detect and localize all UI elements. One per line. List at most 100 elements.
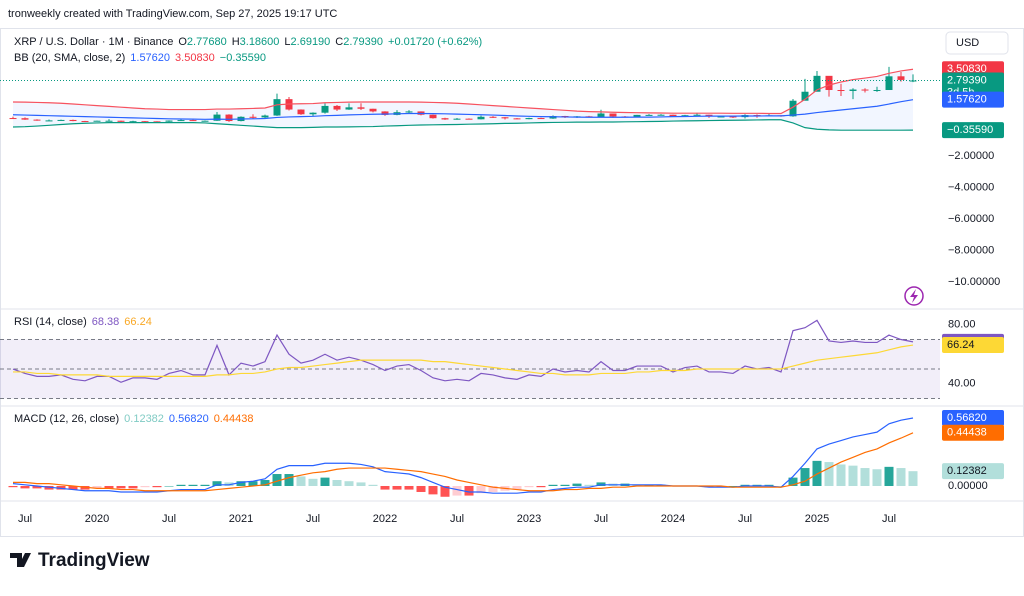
candle-body xyxy=(909,80,917,82)
histogram-bar xyxy=(332,480,342,486)
histogram-bar xyxy=(908,471,918,486)
candle-body xyxy=(273,99,281,116)
histogram-bar xyxy=(848,465,858,486)
badge xyxy=(942,409,1004,426)
x-tick-label: 2024 xyxy=(661,513,685,525)
x-tick-label: Jul xyxy=(738,513,752,525)
histogram-bar xyxy=(452,485,462,496)
badge-label: 0.56820 xyxy=(947,412,987,424)
legend-item: L xyxy=(284,36,290,48)
candle-body xyxy=(609,113,617,117)
histogram-bar xyxy=(68,485,78,490)
histogram-bar xyxy=(572,483,582,486)
histogram-bar xyxy=(104,485,114,489)
histogram-bar xyxy=(440,485,450,497)
badge xyxy=(942,463,1004,480)
candle-body xyxy=(153,121,161,123)
histogram-bar xyxy=(884,466,894,486)
histogram-bar xyxy=(164,485,174,487)
x-tick-label: Jul xyxy=(594,513,608,525)
x-tick-label: Jul xyxy=(450,513,464,525)
candle-body xyxy=(813,75,821,92)
histogram-bar xyxy=(512,485,522,490)
legend-item: BB (20, SMA, close, 2) xyxy=(14,52,125,64)
legend: XRP / U.S. Dollar · 1M · Binance O2.77680… xyxy=(14,36,482,48)
series-line xyxy=(13,344,914,377)
legend-item: 0.44438 xyxy=(214,413,254,425)
candle-body xyxy=(309,112,317,115)
histogram-bar xyxy=(800,468,810,486)
histogram-bar xyxy=(368,484,378,486)
x-tick-label: 2022 xyxy=(373,513,397,525)
histogram-bar xyxy=(116,485,126,489)
candle-body xyxy=(129,121,137,123)
histogram-bar xyxy=(284,474,294,486)
candle-body xyxy=(897,76,905,80)
badge xyxy=(942,337,1004,354)
legend-item: 0.56820 xyxy=(169,413,209,425)
currency-button[interactable] xyxy=(945,31,1009,55)
candle-body xyxy=(105,120,113,122)
histogram-bar xyxy=(20,485,30,489)
badge-label: 1.57620 xyxy=(947,94,987,106)
x-tick-label: Jul xyxy=(306,513,320,525)
histogram-bar xyxy=(392,485,402,490)
candle-body xyxy=(9,118,17,120)
candle-body xyxy=(357,107,365,109)
candle-body xyxy=(141,121,149,123)
candle-body xyxy=(21,118,29,120)
candle-body xyxy=(801,91,809,101)
y-tick-label: 40.00 xyxy=(948,378,976,390)
x-tick-label: 2025 xyxy=(805,513,829,525)
y-tick-label: −10.00000 xyxy=(948,276,1000,288)
histogram-bar xyxy=(788,477,798,486)
band-area xyxy=(13,69,913,131)
y-tick-label: 0.00000 xyxy=(948,480,988,492)
histogram-bar xyxy=(536,485,546,488)
histogram-bar xyxy=(296,476,306,486)
histogram-bar xyxy=(524,485,534,488)
candle-body xyxy=(69,119,77,122)
badge-label: 0.12382 xyxy=(947,465,987,477)
caption: tronweekly created with TradingView.com,… xyxy=(8,8,337,20)
y-tick-label: −2.00000 xyxy=(948,150,994,162)
histogram-bar xyxy=(176,484,186,486)
bolt xyxy=(910,289,918,303)
candle-body xyxy=(501,117,509,119)
histogram-bar xyxy=(128,485,138,489)
bolt-circle xyxy=(904,286,924,306)
legend-item: RSI (14, close) xyxy=(14,316,87,328)
candle-body xyxy=(849,89,857,91)
candle-body xyxy=(177,120,185,122)
candle-body xyxy=(441,118,449,120)
legend-item: XRP / U.S. Dollar · 1M · Binance xyxy=(14,36,173,48)
histogram-bar xyxy=(776,485,786,487)
legend-item: 2.79390 xyxy=(343,36,383,48)
y-tick-label: −4.00000 xyxy=(948,181,994,193)
x-tick-label: Jul xyxy=(882,513,896,525)
histogram-bar xyxy=(188,484,198,486)
x-tick-label: Jul xyxy=(18,513,32,525)
badge-label: 3.50830 xyxy=(947,63,987,75)
badge-label: 66.24 xyxy=(947,339,975,351)
candle-body xyxy=(837,90,845,92)
candle-body xyxy=(381,111,389,115)
histogram-bar xyxy=(92,485,102,489)
histogram-bar xyxy=(560,484,570,486)
histogram-bar xyxy=(212,481,222,486)
candle-body xyxy=(633,114,641,117)
candle-body xyxy=(45,120,53,122)
candle-body xyxy=(873,90,881,92)
legend-item: 3.50830 xyxy=(175,52,215,64)
candle-body xyxy=(477,116,485,120)
histogram-bar xyxy=(380,485,390,490)
candle-body xyxy=(729,116,737,118)
legend-item: 2.69190 xyxy=(291,36,331,48)
legend: MACD (12, 26, close) 0.12382 0.56820 0.4443… xyxy=(14,413,253,425)
histogram-bar xyxy=(32,485,42,489)
histogram-bar xyxy=(260,480,270,486)
currency-label: USD xyxy=(956,37,979,49)
bolt-icon[interactable] xyxy=(904,286,924,306)
